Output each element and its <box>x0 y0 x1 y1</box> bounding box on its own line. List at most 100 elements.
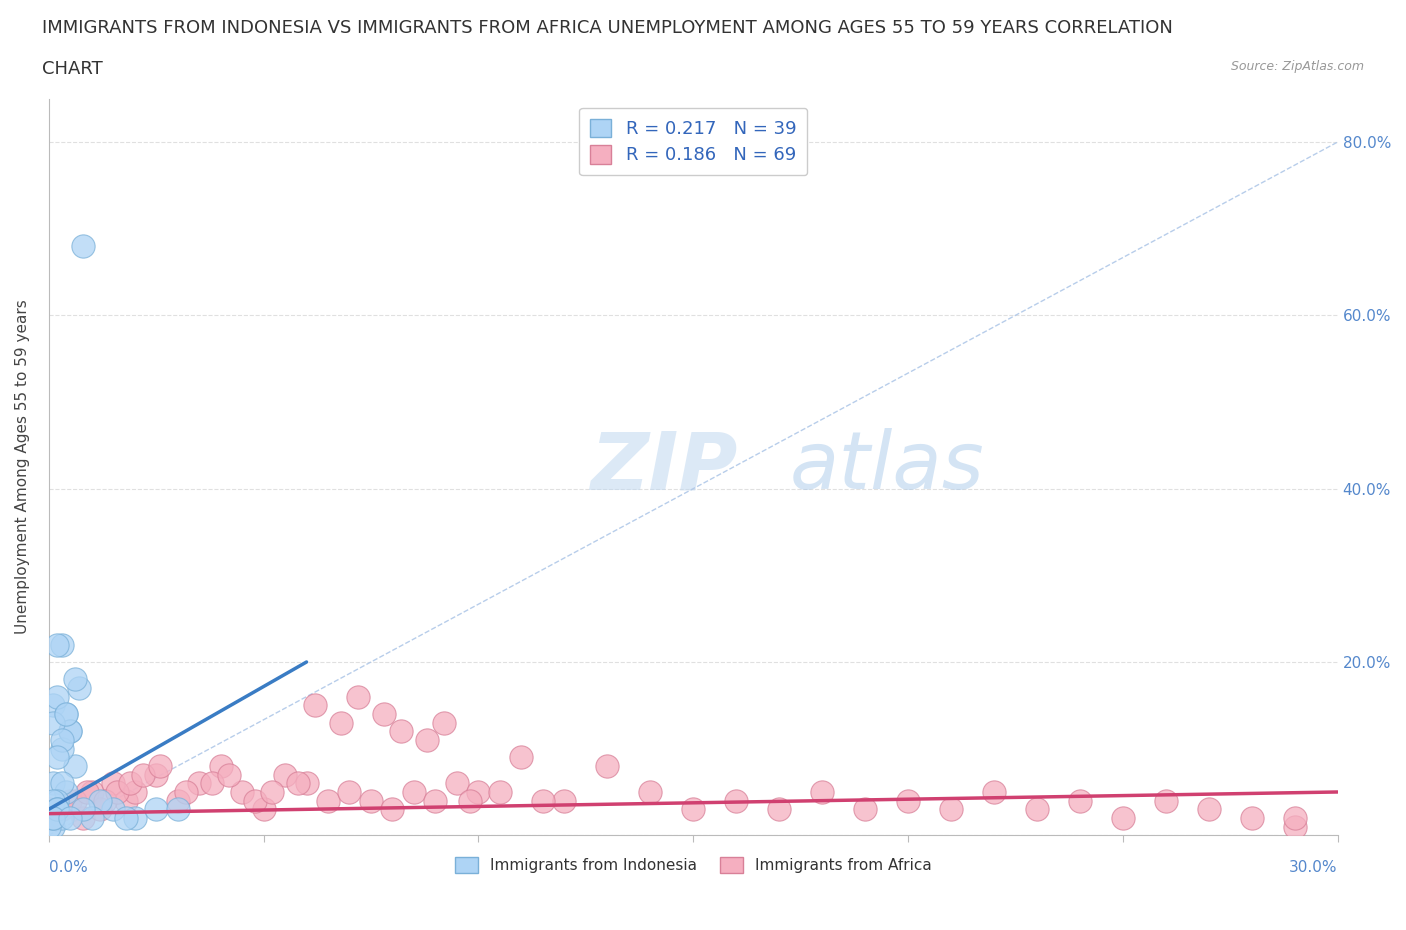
Point <box>553 793 575 808</box>
Point <box>120 776 142 790</box>
Point <box>174 785 197 800</box>
Point <box>1154 793 1177 808</box>
Point <box>93 793 115 808</box>
Point <box>103 802 125 817</box>
Point <box>983 785 1005 800</box>
Point <box>638 785 661 800</box>
Point <box>446 776 468 790</box>
Point <box>107 785 129 800</box>
Point <box>596 759 619 774</box>
Point <box>1025 802 1047 817</box>
Point <box>38 802 60 817</box>
Point <box>188 776 211 790</box>
Point <box>115 811 138 826</box>
Point <box>347 689 370 704</box>
Point <box>51 741 73 756</box>
Point <box>59 724 82 738</box>
Point <box>389 724 412 738</box>
Point <box>1284 811 1306 826</box>
Point <box>1240 811 1263 826</box>
Point <box>42 715 65 730</box>
Point <box>55 707 77 722</box>
Point <box>42 811 65 826</box>
Point <box>425 793 447 808</box>
Point <box>55 785 77 800</box>
Point <box>55 707 77 722</box>
Point <box>510 750 533 764</box>
Text: CHART: CHART <box>42 60 103 78</box>
Point <box>51 733 73 748</box>
Point <box>46 802 69 817</box>
Point <box>63 671 86 686</box>
Point <box>38 819 60 834</box>
Point <box>274 767 297 782</box>
Point <box>59 793 82 808</box>
Text: IMMIGRANTS FROM INDONESIA VS IMMIGRANTS FROM AFRICA UNEMPLOYMENT AMONG AGES 55 T: IMMIGRANTS FROM INDONESIA VS IMMIGRANTS … <box>42 19 1173 36</box>
Point <box>46 793 69 808</box>
Point <box>329 715 352 730</box>
Point <box>166 802 188 817</box>
Point <box>218 767 240 782</box>
Point <box>38 811 60 826</box>
Point <box>725 793 748 808</box>
Point <box>166 793 188 808</box>
Point <box>80 785 103 800</box>
Point <box>59 811 82 826</box>
Point <box>467 785 489 800</box>
Point <box>80 811 103 826</box>
Point <box>51 637 73 652</box>
Point <box>316 793 339 808</box>
Point <box>51 776 73 790</box>
Point <box>531 793 554 808</box>
Point <box>416 733 439 748</box>
Point <box>42 776 65 790</box>
Point <box>295 776 318 790</box>
Point <box>67 681 90 696</box>
Y-axis label: Unemployment Among Ages 55 to 59 years: Unemployment Among Ages 55 to 59 years <box>15 299 30 634</box>
Point <box>489 785 512 800</box>
Point <box>59 724 82 738</box>
Point <box>811 785 834 800</box>
Point <box>42 793 65 808</box>
Point <box>124 785 146 800</box>
Point <box>373 707 395 722</box>
Point <box>89 802 111 817</box>
Point <box>51 802 73 817</box>
Point <box>1284 819 1306 834</box>
Text: ZIP: ZIP <box>591 428 738 506</box>
Point <box>42 811 65 826</box>
Point <box>51 811 73 826</box>
Point <box>433 715 456 730</box>
Point <box>360 793 382 808</box>
Legend: Immigrants from Indonesia, Immigrants from Africa: Immigrants from Indonesia, Immigrants fr… <box>449 851 938 879</box>
Point <box>46 637 69 652</box>
Point <box>1112 811 1135 826</box>
Point <box>304 698 326 712</box>
Point <box>939 802 962 817</box>
Point <box>262 785 284 800</box>
Point <box>42 819 65 834</box>
Text: 0.0%: 0.0% <box>49 860 87 875</box>
Point <box>201 776 224 790</box>
Point <box>42 698 65 712</box>
Point <box>209 759 232 774</box>
Point <box>1198 802 1220 817</box>
Point <box>252 802 274 817</box>
Point <box>381 802 404 817</box>
Point <box>42 811 65 826</box>
Point <box>853 802 876 817</box>
Point <box>132 767 155 782</box>
Text: 30.0%: 30.0% <box>1289 860 1337 875</box>
Point <box>124 811 146 826</box>
Text: Source: ZipAtlas.com: Source: ZipAtlas.com <box>1230 60 1364 73</box>
Point <box>46 750 69 764</box>
Point <box>243 793 266 808</box>
Point <box>72 239 94 254</box>
Point <box>339 785 361 800</box>
Point <box>1069 793 1091 808</box>
Point <box>287 776 309 790</box>
Text: atlas: atlas <box>790 428 984 506</box>
Point <box>145 802 167 817</box>
Point <box>103 776 125 790</box>
Point <box>46 689 69 704</box>
